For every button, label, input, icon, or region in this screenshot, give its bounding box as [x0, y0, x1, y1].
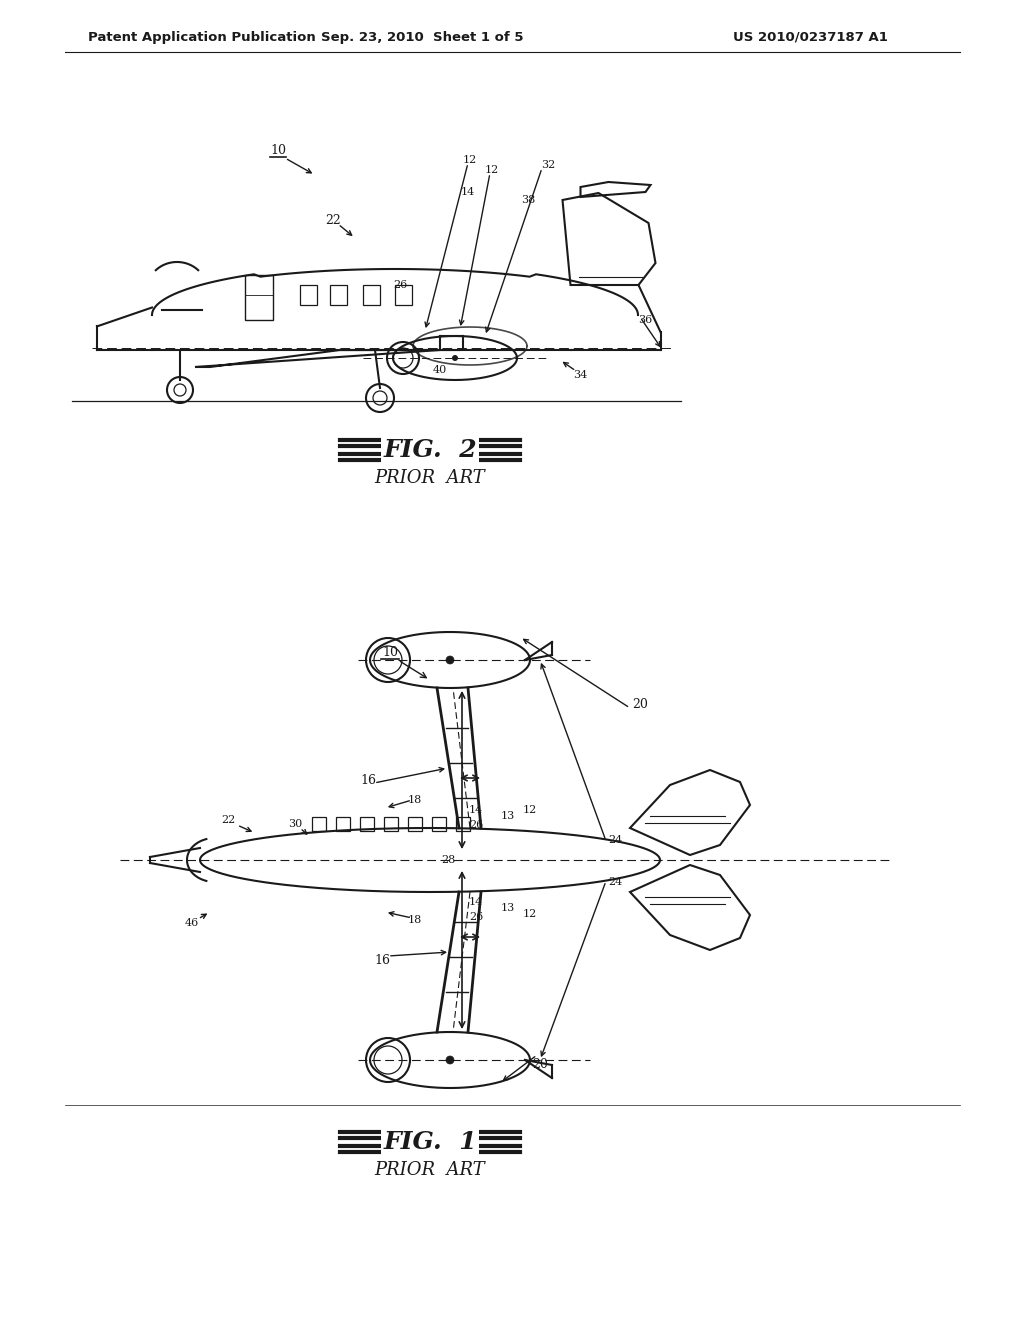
Text: 12: 12: [523, 805, 538, 814]
Bar: [384, 817, 398, 832]
Bar: [330, 285, 347, 305]
Text: 14: 14: [469, 898, 483, 907]
Text: 10: 10: [382, 645, 398, 659]
Text: 32: 32: [541, 160, 555, 170]
Text: 12: 12: [485, 165, 499, 176]
Text: FIG.  2: FIG. 2: [383, 438, 477, 462]
Text: 26: 26: [393, 280, 408, 290]
Text: US 2010/0237187 A1: US 2010/0237187 A1: [732, 30, 888, 44]
Circle shape: [452, 355, 458, 360]
Text: 46: 46: [185, 917, 199, 928]
Bar: [245, 275, 273, 319]
Text: 38: 38: [521, 195, 536, 205]
Text: 12: 12: [523, 909, 538, 919]
Bar: [362, 285, 380, 305]
Text: 14: 14: [461, 187, 475, 197]
Text: 20: 20: [632, 698, 648, 711]
Text: FIG.  1: FIG. 1: [383, 1130, 477, 1154]
Text: 26: 26: [469, 820, 483, 830]
Bar: [432, 817, 446, 832]
Text: 22: 22: [326, 214, 341, 227]
Text: 34: 34: [572, 370, 587, 380]
Text: 16: 16: [360, 774, 376, 787]
Text: 12: 12: [463, 154, 477, 165]
Text: 16: 16: [374, 953, 390, 966]
Text: Sep. 23, 2010  Sheet 1 of 5: Sep. 23, 2010 Sheet 1 of 5: [321, 30, 523, 44]
Text: 13: 13: [501, 903, 515, 913]
Text: 28: 28: [441, 855, 455, 865]
Text: 24: 24: [608, 876, 623, 887]
Text: 36: 36: [638, 315, 652, 325]
Text: Patent Application Publication: Patent Application Publication: [88, 30, 315, 44]
Bar: [312, 817, 326, 832]
Text: 14: 14: [469, 805, 483, 814]
Text: 22: 22: [221, 814, 236, 825]
Text: 10: 10: [270, 144, 286, 157]
Text: 26: 26: [469, 912, 483, 921]
Bar: [408, 817, 422, 832]
Text: PRIOR  ART: PRIOR ART: [375, 1162, 485, 1179]
Circle shape: [446, 1056, 454, 1064]
Circle shape: [446, 656, 454, 664]
Text: 18: 18: [408, 915, 422, 925]
Bar: [395, 285, 412, 305]
Bar: [360, 817, 374, 832]
Text: 20: 20: [532, 1059, 548, 1072]
Text: 18: 18: [408, 795, 422, 805]
Text: FIG.  2: FIG. 2: [383, 438, 477, 462]
Bar: [300, 285, 317, 305]
Text: PRIOR  ART: PRIOR ART: [375, 469, 485, 487]
Text: FIG.  1: FIG. 1: [383, 1130, 477, 1154]
Text: 30: 30: [288, 818, 302, 829]
Bar: [336, 817, 350, 832]
Text: 40: 40: [433, 366, 447, 375]
Text: 13: 13: [501, 810, 515, 821]
Bar: [456, 817, 470, 832]
Text: 24: 24: [608, 836, 623, 845]
